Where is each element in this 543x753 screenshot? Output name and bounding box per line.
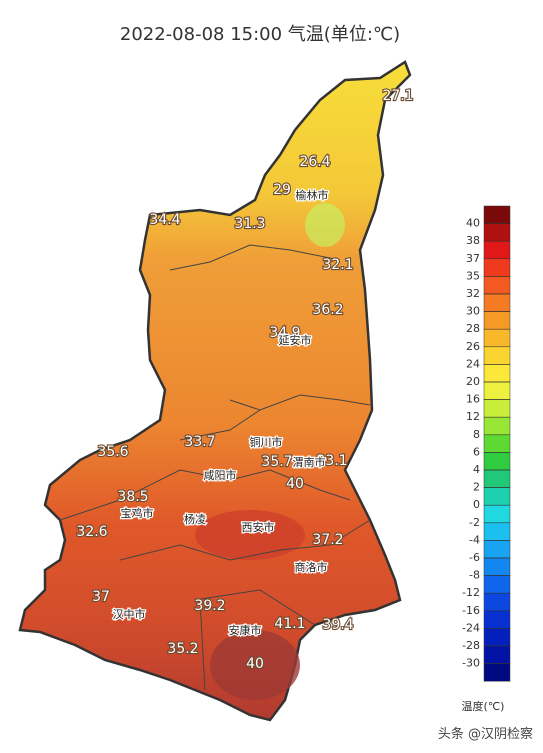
legend: 40383735323028262420161286420-2-4-6-8-12… [462,205,511,682]
temperature-label: 34.9 [269,325,300,341]
legend-tick-label: 38 [466,234,480,247]
legend-tick-label: -12 [462,586,480,599]
legend-swatch [483,645,511,664]
legend-tick-label: 32 [466,287,480,300]
map-title: 2022-08-08 15:00 气温(单位:℃) [120,24,400,45]
legend-tick-label: 12 [466,410,480,423]
legend-tick-label: 30 [466,305,480,318]
legend-swatch [483,522,511,541]
temperature-label: 40 [286,476,304,492]
legend-tick-label: 0 [473,498,480,511]
legend-swatch [483,346,511,365]
city-label: 渭南市 [293,455,326,469]
legend-tick-label: 40 [466,217,480,230]
temperature-label: 40 [246,656,264,672]
legend-tick-label: 8 [473,428,480,441]
city-borders [59,244,371,691]
legend-swatch [483,557,511,576]
watermark: 头条 @汉阴检察 [438,726,533,742]
temperature-label: 29 [273,182,291,198]
legend-swatch [483,469,511,488]
temperature-label: 38.5 [117,489,148,505]
legend-tick-label: 6 [473,445,480,458]
legend-tick-label: -24 [462,621,480,634]
legend-swatch [483,487,511,506]
legend-tick-label: -8 [469,569,480,582]
legend-swatch [483,663,511,682]
legend-tick-label: -4 [469,533,480,546]
legend-swatch [483,416,511,436]
legend-tick-label: 35 [466,269,480,282]
temperature-label: 33.1 [316,453,347,469]
temperature-label: 39.2 [194,598,225,614]
legend-tick-label: 16 [466,393,480,406]
legend-tick-label: -30 [462,657,480,670]
cool-zone [305,203,345,247]
city-label: 西安市 [242,520,275,534]
temperature-label: 32.1 [322,257,353,273]
legend-swatch [483,504,511,524]
legend-swatch [483,276,511,295]
legend-swatch [483,364,511,383]
legend-tick-label: 26 [466,340,480,353]
legend-swatch [483,258,511,277]
temperature-label: 36.2 [312,302,343,318]
legend-swatch [483,328,511,348]
legend-swatch [483,293,511,312]
hot-zone [210,630,300,700]
legend-tick-label: 37 [466,252,480,265]
temperature-label: 37.2 [312,532,343,548]
legend-swatch [483,610,511,629]
city-label: 汉中市 [113,607,146,621]
legend-tick-label: 2 [473,481,480,494]
legend-swatch [483,628,511,647]
city-label: 榆林市 [296,188,329,202]
temperature-label: 35.6 [97,444,128,460]
temperature-label: 27.1 [382,88,413,104]
legend-tick-label: -28 [462,639,480,652]
legend-tick-label: 4 [473,463,480,476]
legend-swatch [483,205,511,224]
legend-swatch [483,399,511,418]
temperature-label: 37 [92,589,110,605]
temperature-label: 41.1 [274,616,305,632]
legend-tick-label: -16 [462,604,480,617]
legend-tick-label: -2 [469,516,480,529]
temperature-label: 26.4 [299,154,330,170]
legend-swatch [483,540,511,559]
temperature-label: 33.7 [184,434,215,450]
city-label: 宝鸡市 [121,506,154,520]
legend-tick-label: 20 [466,375,480,388]
city-label: 延安市 [279,333,312,347]
hot-zone [195,510,305,560]
legend-tick-label: 24 [466,357,480,370]
legend-tick-label: 28 [466,322,480,335]
temperature-label: 34.4 [149,212,180,228]
legend-swatch [483,575,511,594]
city-label: 咸阳市 [204,468,237,482]
city-label: 安康市 [229,623,262,637]
legend-swatch [483,452,511,471]
legend-swatch [483,311,511,330]
city-label: 杨凌 [184,512,206,526]
legend-swatch [483,434,511,453]
temperature-label: 31.3 [234,216,265,232]
temperature-label: 32.6 [76,524,107,540]
city-label: 铜川市 [250,435,283,449]
legend-swatch [483,592,511,612]
legend-swatch [483,240,511,260]
legend-tick-label: -6 [469,551,480,564]
legend-swatch [483,381,511,400]
temperature-label: 39.4 [322,617,353,633]
legend-swatch [483,223,511,242]
city-label: 商洛市 [295,560,328,574]
legend-title: 温度(℃) [462,699,505,713]
temperature-label: 35.7 [261,454,292,470]
temperature-label: 35.2 [167,641,198,657]
